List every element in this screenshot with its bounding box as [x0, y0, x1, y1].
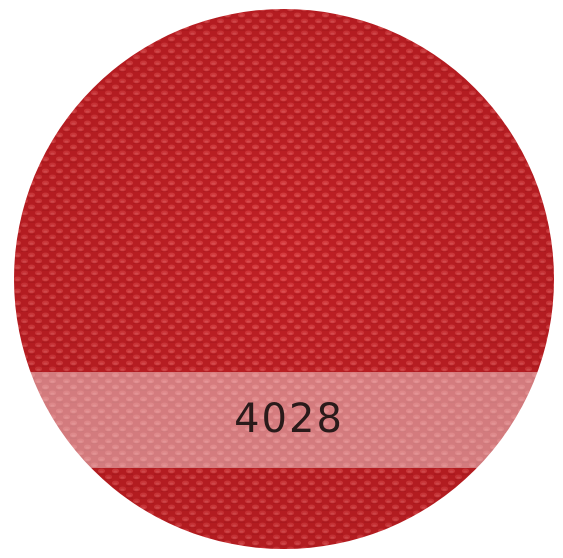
swatch-label: 4028: [234, 396, 344, 442]
fabric-swatch: [0, 0, 563, 558]
fabric-shade: [0, 0, 563, 558]
swatch-image: 4028: [0, 0, 563, 558]
page: 4028 (() => { const data = JSON.parse(do…: [0, 0, 563, 558]
